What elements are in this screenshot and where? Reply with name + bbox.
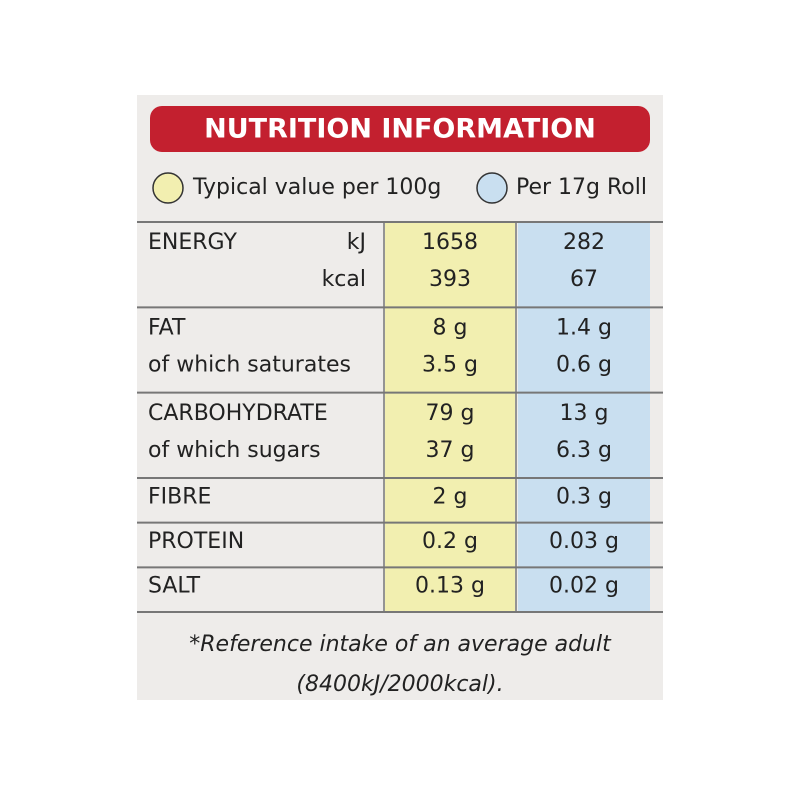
value-perroll: 0.3 g — [556, 484, 612, 509]
row-label: FIBRE — [148, 484, 211, 509]
value-perroll: 1.4 g — [556, 315, 612, 340]
value-per100g: 0.2 g — [422, 529, 478, 554]
value-per100g: 393 — [429, 267, 471, 292]
footnote: (8400kJ/2000kcal). — [296, 672, 503, 697]
row-label: CARBOHYDRATE — [148, 401, 328, 426]
value-perroll: 6.3 g — [556, 438, 612, 463]
value-perroll: 282 — [563, 230, 605, 255]
row-label: ENERGY — [148, 230, 237, 255]
value-per100g: 3.5 g — [422, 352, 478, 377]
row-unit: kcal — [322, 267, 366, 292]
value-per100g: 0.13 g — [415, 574, 485, 599]
row-label: of which sugars — [148, 438, 321, 463]
row-label: FAT — [148, 315, 186, 340]
footnote: *Reference intake of an average adult — [189, 632, 612, 657]
value-per100g: 79 g — [426, 401, 475, 426]
legend-label: Typical value per 100g — [192, 175, 441, 200]
legend-swatch-yellow — [152, 172, 184, 204]
title: NUTRITION INFORMATION — [204, 114, 596, 145]
column-perroll — [518, 222, 650, 612]
row-label: SALT — [148, 574, 201, 599]
value-per100g: 8 g — [433, 315, 468, 340]
value-perroll: 67 — [570, 267, 598, 292]
row-unit: kJ — [347, 230, 366, 255]
value-per100g: 1658 — [422, 230, 478, 255]
column-per100g — [385, 222, 515, 612]
legend-label: Per 17g Roll — [516, 175, 647, 200]
value-per100g: 2 g — [433, 484, 468, 509]
value-perroll: 0.02 g — [549, 574, 619, 599]
row-label: of which saturates — [148, 352, 351, 377]
legend-swatch-blue — [476, 172, 508, 204]
value-perroll: 0.03 g — [549, 529, 619, 554]
value-perroll: 0.6 g — [556, 352, 612, 377]
value-perroll: 13 g — [560, 401, 609, 426]
value-per100g: 37 g — [426, 438, 475, 463]
row-label: PROTEIN — [148, 529, 244, 554]
header-bar — [150, 106, 650, 152]
